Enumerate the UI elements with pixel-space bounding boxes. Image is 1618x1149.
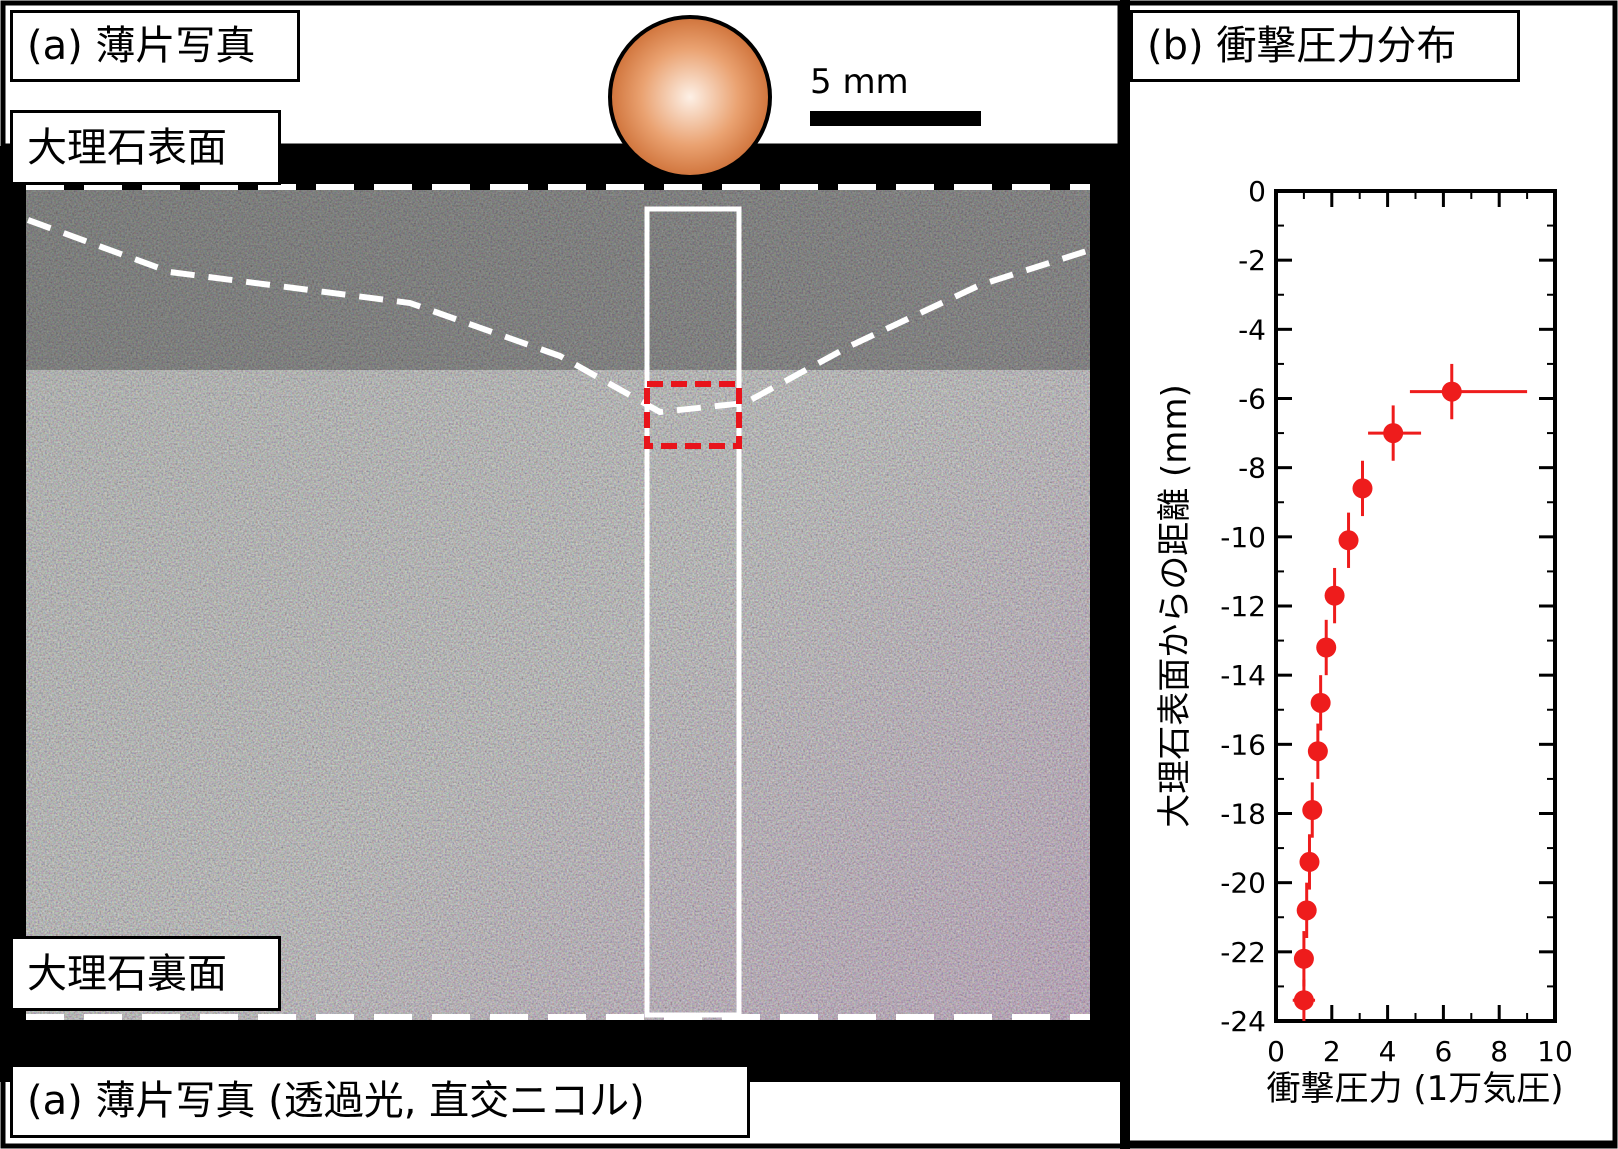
- y-tick-label-10: -20: [1220, 867, 1266, 900]
- pressure-chart: 0-2-4-6-8-10-12-14-16-18-20-22-240 2 4 6 8 10…: [1155, 175, 1573, 1109]
- axis-ticks: 0-2-4-6-8-10-12-14-16-18-20-22-240 2 4 6 8 10: [1220, 175, 1573, 1068]
- data-point-10: [1296, 900, 1317, 921]
- impact-ball: [608, 15, 772, 179]
- scale-bar: [810, 111, 981, 126]
- y-tick-label-8: -16: [1220, 728, 1266, 761]
- y-tick-label-6: -12: [1220, 590, 1266, 623]
- x-tick-label-4: 8: [1490, 1035, 1508, 1068]
- data-point-2: [1352, 478, 1373, 499]
- y-tick-label-2: -4: [1238, 313, 1266, 346]
- x-tick-label-3: 6: [1434, 1035, 1452, 1068]
- data-point-11: [1293, 948, 1314, 969]
- data-point-8: [1302, 800, 1323, 821]
- data-point-1: [1383, 423, 1404, 444]
- data-point-0: [1441, 381, 1462, 402]
- highlight-box: [644, 381, 742, 449]
- y-tick-label-9: -18: [1220, 798, 1266, 831]
- photo-caption: (a) 薄片写真 (透過光, 直交ニコル): [10, 1064, 750, 1138]
- data-point-6: [1310, 692, 1331, 713]
- marble-surface-label: 大理石表面: [10, 110, 281, 185]
- marble-back-label: 大理石裏面: [10, 936, 281, 1011]
- x-tick-label-1: 2: [1323, 1035, 1341, 1068]
- x-tick-label-5: 10: [1537, 1035, 1573, 1068]
- data-point-4: [1324, 585, 1345, 606]
- damage-boundary-line: [26, 217, 1091, 416]
- y-tick-label-12: -24: [1220, 1005, 1266, 1038]
- data-point-12: [1293, 990, 1314, 1011]
- plot-frame: [1274, 189, 1557, 1023]
- data-points: [1293, 381, 1462, 1011]
- x-tick-label-0: 0: [1267, 1035, 1285, 1068]
- data-point-5: [1316, 637, 1337, 658]
- y-tick-label-11: -22: [1220, 936, 1266, 969]
- measurement-strip: [644, 206, 742, 1018]
- panel-divider: [1120, 0, 1130, 1149]
- y-tick-label-5: -10: [1220, 521, 1266, 554]
- data-point-3: [1338, 530, 1359, 551]
- x-tick-label-2: 4: [1379, 1035, 1397, 1068]
- y-tick-label-4: -8: [1238, 452, 1266, 485]
- y-tick-label-1: -2: [1238, 244, 1266, 277]
- panel-a-title: (a) 薄片写真: [10, 10, 300, 82]
- y-axis-label: 大理石表面からの距離 (mm): [1155, 384, 1195, 828]
- y-tick-label-3: -6: [1238, 383, 1266, 416]
- panel-b-title: (b) 衝撃圧力分布: [1130, 10, 1520, 82]
- y-tick-label-7: -14: [1220, 659, 1266, 692]
- data-point-7: [1307, 741, 1328, 762]
- data-point-9: [1299, 851, 1320, 872]
- x-axis-label: 衝撃圧力 (1万気圧): [1267, 1069, 1564, 1109]
- y-tick-label-0: 0: [1248, 175, 1266, 208]
- scale-bar-label: 5 mm: [810, 62, 909, 102]
